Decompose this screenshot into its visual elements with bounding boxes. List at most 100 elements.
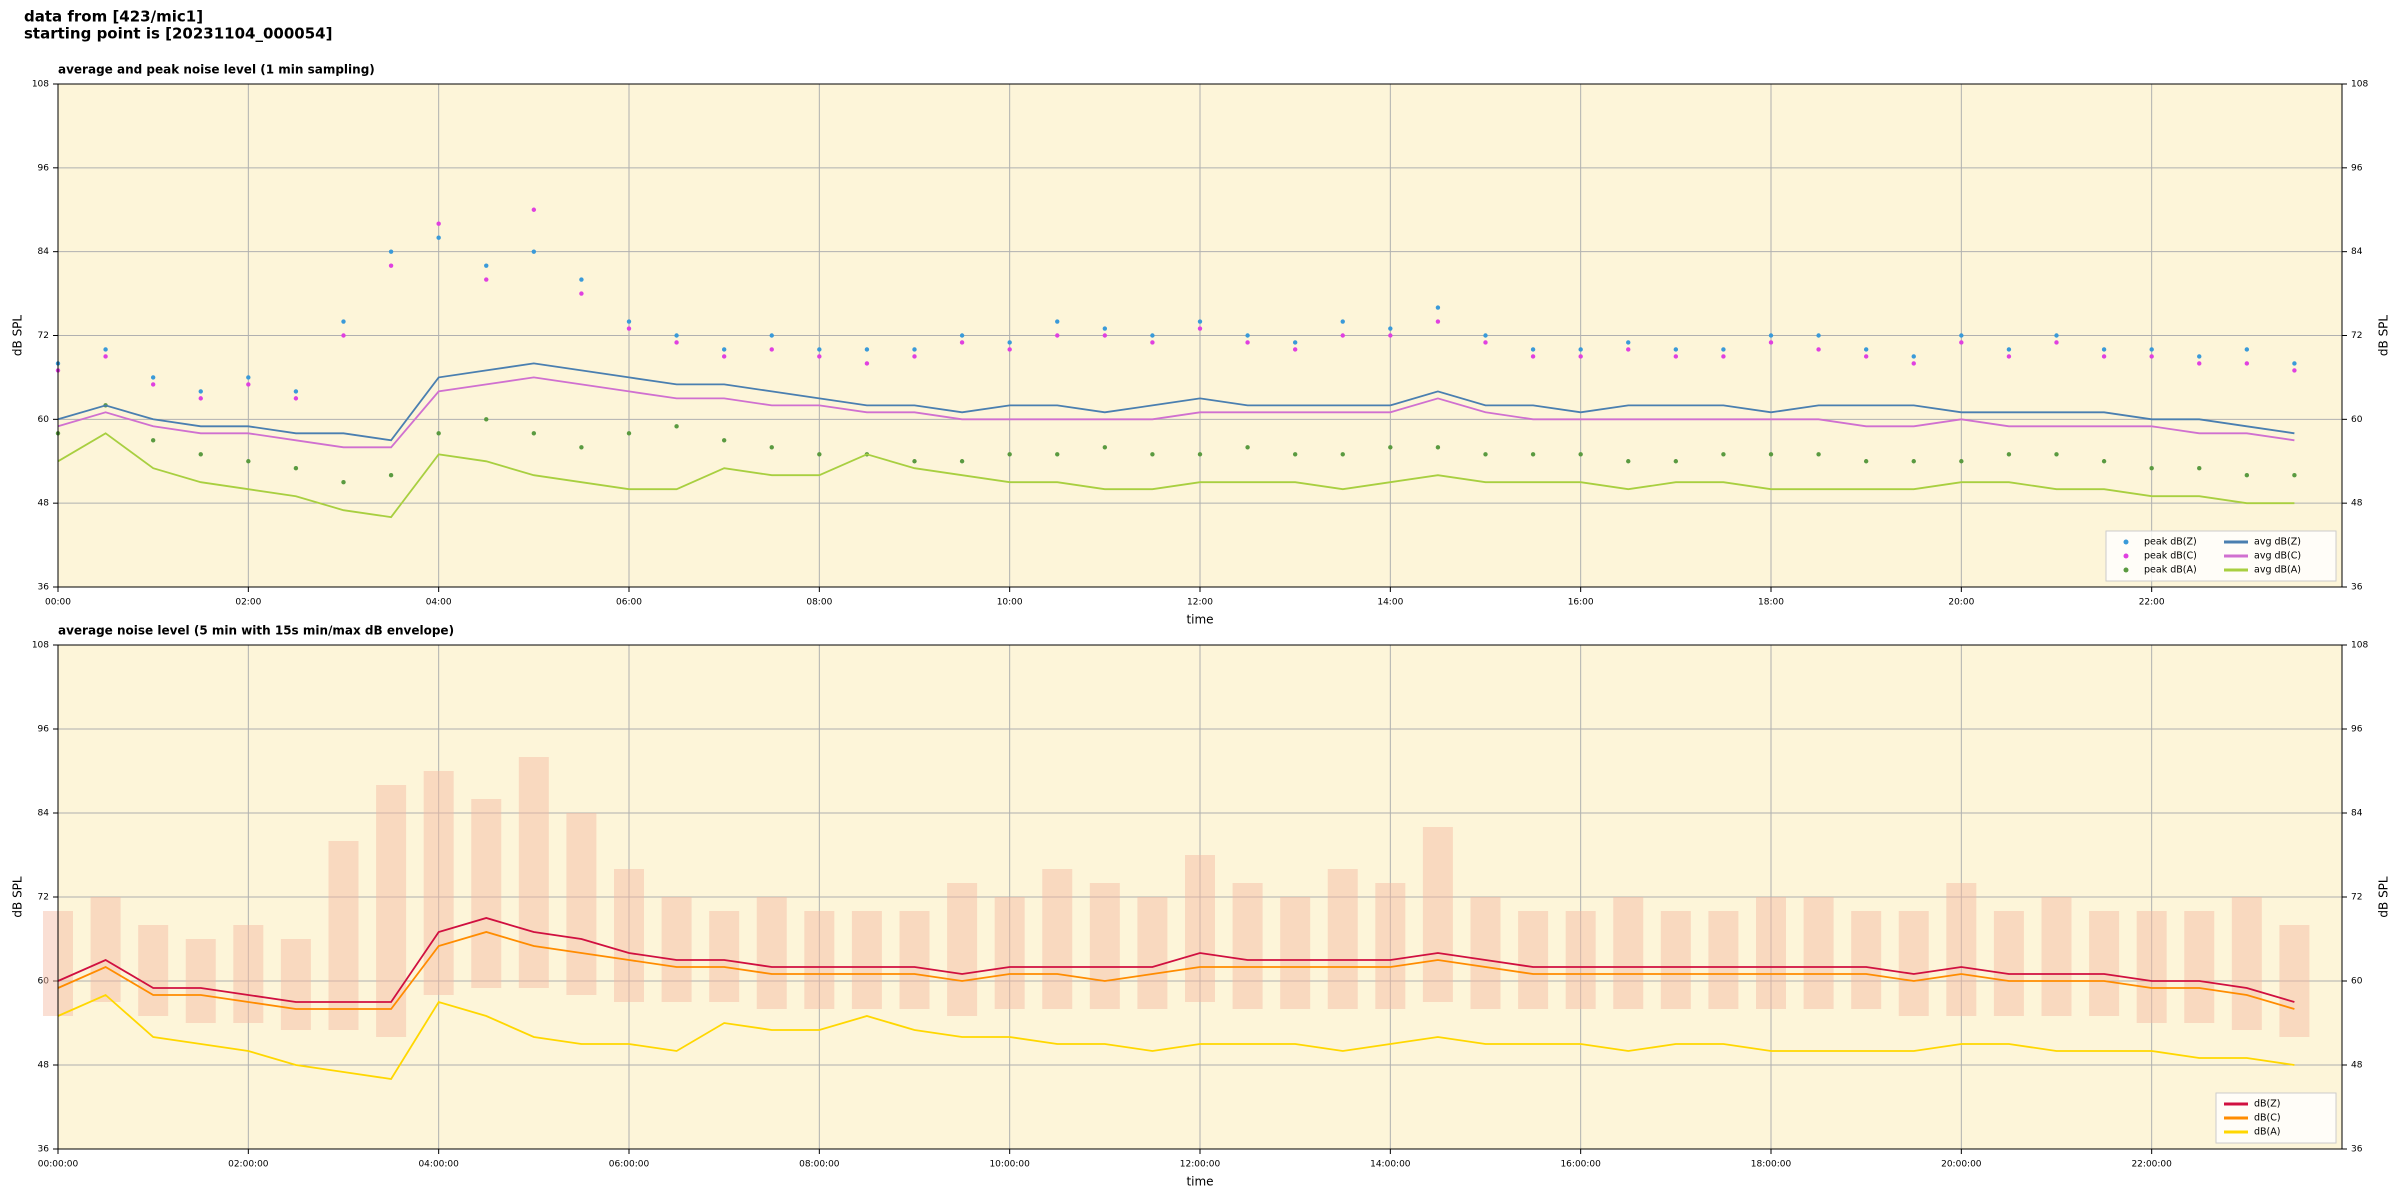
x-tick-label: 02:00:00 — [228, 1160, 269, 1170]
peak-point — [1055, 452, 1060, 457]
peak-point — [1530, 452, 1536, 457]
x-tick-label: 12:00:00 — [1180, 1160, 1221, 1170]
x-tick-label: 06:00 — [616, 598, 642, 608]
peak-point — [1102, 445, 1108, 450]
peak-point — [150, 375, 156, 380]
peak-point — [674, 424, 679, 429]
peak-point — [1911, 354, 1916, 359]
peak-point — [484, 263, 489, 268]
peak-point — [2101, 347, 2107, 352]
legend-label: dB(Z) — [2254, 1099, 2280, 1110]
y-tick-label: 108 — [32, 641, 49, 651]
peak-point — [1007, 347, 1012, 352]
y-tick-label-right: 96 — [2351, 163, 2363, 173]
y-tick-label: 36 — [38, 1145, 50, 1155]
peak-point — [1245, 445, 1250, 450]
peak-point — [1102, 333, 1108, 338]
x-tick-label: 00:00:00 — [38, 1160, 79, 1170]
y-tick-label-right: 108 — [2351, 641, 2368, 651]
peak-point — [2006, 452, 2012, 457]
peak-point — [912, 354, 917, 359]
peak-point — [1768, 340, 1774, 345]
peak-point — [1245, 340, 1250, 345]
legend-marker — [2123, 539, 2129, 545]
y-tick-label: 108 — [32, 80, 49, 90]
x-tick-label: 04:00:00 — [418, 1160, 459, 1170]
y-tick-label-right: 60 — [2351, 415, 2363, 425]
peak-point — [721, 347, 727, 352]
x-tick-label: 22:00 — [2139, 598, 2165, 608]
y-axis-label: dB SPL — [11, 315, 25, 357]
peak-point — [1816, 452, 1821, 457]
peak-point — [388, 249, 394, 254]
series-line — [57, 432, 2295, 519]
peak-point — [2244, 473, 2250, 478]
peak-point — [1435, 319, 1441, 324]
peak-point — [959, 459, 965, 464]
y-tick-label: 60 — [38, 977, 50, 987]
peak-point — [2244, 361, 2250, 366]
peak-point — [2006, 347, 2012, 352]
peak-point — [1292, 452, 1298, 457]
peak-point — [1673, 354, 1679, 359]
y-tick-label-right: 84 — [2351, 247, 2363, 257]
peak-point — [626, 319, 632, 324]
peak-point — [2149, 347, 2154, 352]
peak-point — [1578, 452, 1583, 457]
peak-point — [1673, 459, 1679, 464]
x-tick-label: 14:00:00 — [1370, 1160, 1411, 1170]
peak-point — [1055, 319, 1060, 324]
peak-point — [1626, 347, 1631, 352]
peak-point — [1959, 459, 1964, 464]
peak-point — [150, 382, 156, 387]
y-tick-label-right: 108 — [2351, 80, 2368, 90]
peak-point — [1388, 445, 1393, 450]
x-tick-label: 16:00 — [1568, 598, 1594, 608]
legend-label: peak dB(C) — [2144, 551, 2197, 562]
peak-point — [769, 347, 774, 352]
peak-point — [1007, 452, 1012, 457]
x-tick-label: 14:00 — [1377, 598, 1403, 608]
peak-point — [2054, 452, 2059, 457]
peak-point — [436, 235, 441, 240]
peak-point — [1340, 319, 1345, 324]
series-line — [57, 993, 2295, 1080]
peak-point — [436, 431, 441, 436]
legend-marker — [2123, 553, 2129, 559]
x-tick-label: 18:00:00 — [1751, 1160, 1792, 1170]
peak-point — [246, 375, 251, 380]
x-tick-label: 04:00 — [426, 598, 452, 608]
peak-point — [721, 438, 727, 443]
peak-point — [1150, 340, 1155, 345]
peak-point — [1768, 452, 1774, 457]
peak-point — [341, 480, 346, 485]
x-tick-label: 00:00 — [45, 598, 71, 608]
peak-point — [817, 347, 822, 352]
peak-point — [1721, 452, 1726, 457]
y-tick-label: 48 — [38, 499, 50, 509]
legend-box — [2105, 530, 2337, 582]
chart-title: average noise level (5 min with 15s min/… — [58, 624, 454, 638]
x-tick-label: 18:00 — [1758, 598, 1784, 608]
peak-point — [103, 354, 108, 359]
peak-point — [2149, 466, 2154, 471]
peak-point — [246, 459, 251, 464]
peak-point — [1578, 354, 1583, 359]
plot-frame — [57, 83, 2343, 588]
peak-point — [674, 340, 679, 345]
header-start: starting point is [20231104_000054] — [24, 25, 332, 43]
peak-point — [2006, 354, 2012, 359]
peak-point — [912, 459, 917, 464]
peak-point — [864, 361, 870, 366]
peak-point — [2197, 466, 2202, 471]
peak-point — [1530, 354, 1536, 359]
peak-point — [2101, 459, 2107, 464]
peak-point — [721, 354, 727, 359]
peak-point — [341, 333, 346, 338]
y-axis-label-right: dB SPL — [2377, 315, 2391, 357]
y-tick-label: 84 — [38, 247, 50, 257]
peak-point — [1816, 333, 1821, 338]
peak-point — [2197, 354, 2202, 359]
legend-label: peak dB(A) — [2144, 565, 2197, 576]
